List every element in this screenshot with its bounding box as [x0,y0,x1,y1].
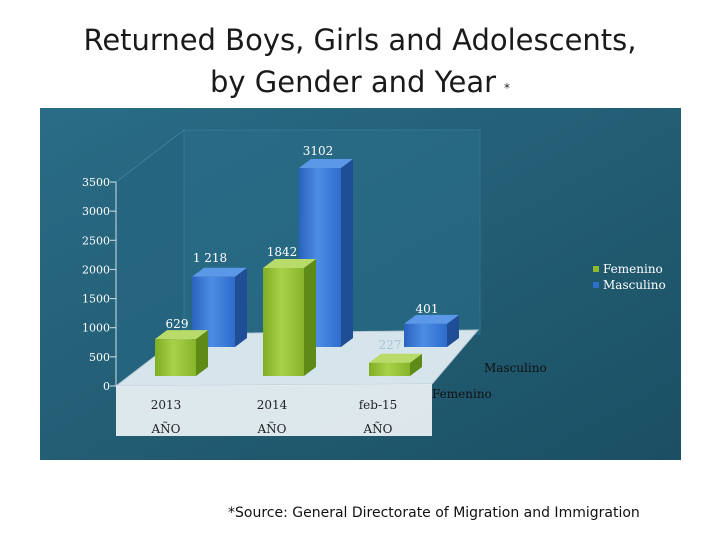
title-footnote-marker: * [504,81,511,95]
legend-label: Masculino [603,278,666,292]
bar-masculino-side [235,267,247,347]
x-tick-sublabel: AÑO [362,421,392,436]
data-label-masculino: 1 218 [193,251,227,265]
x-tick-label: 2013 [151,398,182,412]
data-label-masculino: 3102 [303,144,334,158]
bar-femenino-top [263,259,316,268]
chart-title-text: by Gender and Year [209,65,497,99]
bar-masculino-top [192,267,247,277]
bar-masculino-top [404,314,459,324]
y-tick-label: 500 [89,351,110,364]
bar-femenino-side [304,259,316,376]
data-label-femenino: 629 [166,317,189,331]
category-label-area [116,384,432,436]
bar-femenino-top [155,330,208,340]
bar-masculino-side [447,314,459,347]
y-tick-label: 1000 [82,322,110,335]
y-tick-label: 3000 [82,205,110,218]
bar-masculino-top [299,159,353,168]
bar-masculino-side [341,159,353,347]
depth-label-femenino: Femenino [432,387,492,401]
legend-label: Femenino [603,262,663,276]
bar-femenino-top [369,353,422,363]
source-note: *Source: General Directorate of Migratio… [228,505,640,521]
data-label-femenino: 227 [379,338,402,352]
legend-swatch [593,266,599,272]
x-tick-label: feb-15 [359,398,398,412]
y-tick-label: 2000 [82,263,110,276]
bar-masculino [404,323,447,347]
y-tick-label: 2500 [82,234,110,247]
chart-title-line-1: Returned Boys, Girls and Adolescents, [83,23,637,57]
bar-femenino-side [196,330,208,376]
bar-femenino [263,268,304,376]
bar-femenino [369,362,410,376]
data-label-femenino: 1842 [267,245,298,259]
y-tick-label: 3500 [82,176,110,189]
x-tick-label: 2014 [257,398,288,412]
bar-femenino [155,339,196,376]
legend-swatch [593,282,599,288]
chart-title-line-2: by Gender and Year * [0,62,720,102]
depth-label-masculino: Masculino [484,361,547,375]
y-tick-label: 1500 [82,293,110,306]
data-label-masculino: 401 [416,302,439,316]
bar-femenino-side [410,353,422,376]
x-tick-sublabel: AÑO [150,421,180,436]
y-tick-label: 0 [103,380,110,393]
x-tick-sublabel: AÑO [256,421,286,436]
